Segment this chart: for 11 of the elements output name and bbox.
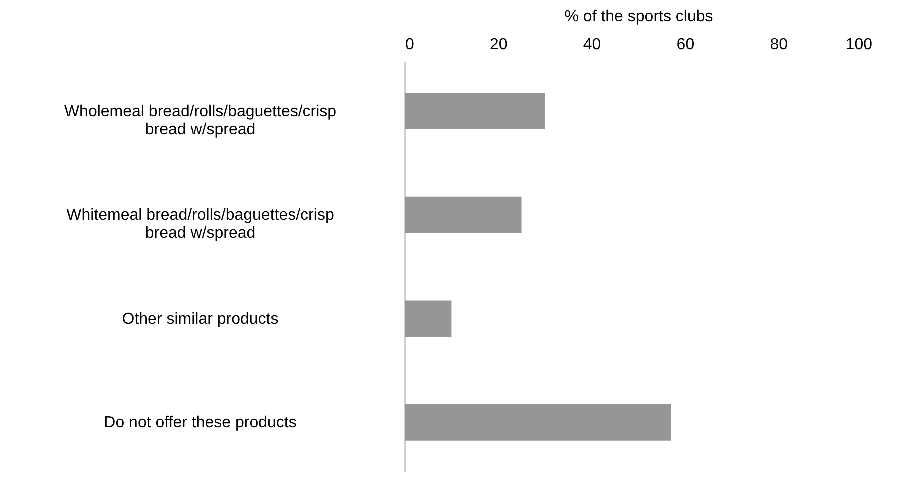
x-tick-label: 60 — [676, 36, 695, 54]
x-tick-label: 80 — [770, 36, 788, 54]
y-tick-label: Whitemeal bread/rolls/baguettes/crisp bread w/spread — [66, 207, 334, 242]
y-tick-label: Do not offer these products — [104, 414, 297, 432]
x-axis-title: % of the sports clubs — [564, 8, 714, 26]
x-tick-label: 20 — [490, 36, 508, 54]
y-tick-label: Other similar products — [122, 310, 279, 328]
y-tick-label: Wholemeal bread/rolls/baguettes/crisp bread w/spread — [64, 103, 337, 138]
x-tick-label: 0 — [406, 36, 414, 54]
x-tick-label: 100 — [846, 36, 873, 54]
x-tick-label: 40 — [583, 36, 602, 54]
